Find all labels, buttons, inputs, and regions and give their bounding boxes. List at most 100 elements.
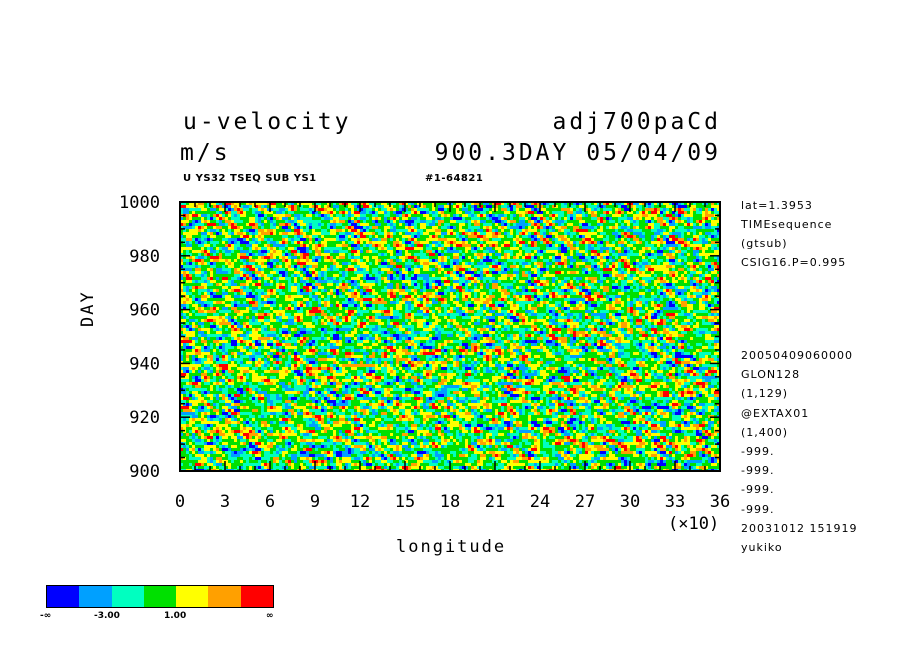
heatmap-cell <box>297 202 301 206</box>
heatmap-cell <box>699 235 703 239</box>
heatmap-cell <box>336 235 340 239</box>
heatmap-cell <box>321 220 325 224</box>
heatmap-cell <box>234 238 238 242</box>
heatmap-cell <box>654 244 658 248</box>
heatmap-cell <box>510 220 514 224</box>
heatmap-cell <box>492 247 496 251</box>
heatmap-cell <box>351 265 355 269</box>
heatmap-cell <box>396 205 400 209</box>
heatmap-cell <box>645 232 649 236</box>
heatmap-cell <box>240 226 244 230</box>
heatmap-cell <box>306 256 310 260</box>
heatmap-cell <box>696 256 700 260</box>
heatmap-cell <box>225 202 229 206</box>
heatmap-cell <box>492 235 496 239</box>
heatmap-cell <box>474 262 478 266</box>
heatmap-cell <box>663 256 667 260</box>
heatmap-cell <box>573 202 577 206</box>
heatmap-cell <box>432 247 436 251</box>
heatmap-cell <box>291 283 295 287</box>
heatmap-cell <box>549 280 553 284</box>
heatmap-cell <box>471 226 475 230</box>
heatmap-cell <box>417 268 421 272</box>
heatmap-cell <box>336 244 340 248</box>
heatmap-cell <box>540 202 544 206</box>
heatmap-cell <box>669 256 673 260</box>
heatmap-cell <box>219 202 223 206</box>
heatmap-cell <box>654 232 658 236</box>
heatmap-cell <box>489 205 493 209</box>
heatmap-cell <box>288 247 292 251</box>
heatmap-cell <box>351 220 355 224</box>
heatmap-cell <box>459 208 463 212</box>
heatmap-cell <box>549 262 553 266</box>
heatmap-cell <box>432 229 436 233</box>
heatmap-cell <box>702 211 706 215</box>
heatmap-cell <box>504 217 508 221</box>
heatmap-cell <box>186 265 190 269</box>
units-label: m/s <box>180 140 231 166</box>
heatmap-cell <box>474 205 478 209</box>
heatmap-cell <box>498 226 502 230</box>
heatmap-cell <box>396 271 400 275</box>
heatmap-cell <box>249 241 253 245</box>
heatmap-cell <box>189 217 193 221</box>
heatmap-cell <box>264 247 268 251</box>
heatmap-cell <box>417 250 421 254</box>
heatmap-cell <box>525 247 529 251</box>
heatmap-cell <box>366 271 370 275</box>
heatmap-cell <box>702 235 706 239</box>
heatmap-cell <box>264 232 268 236</box>
heatmap-cell <box>621 208 625 212</box>
heatmap-cell <box>318 238 322 242</box>
heatmap-cell <box>579 244 583 248</box>
heatmap-cell <box>216 214 220 218</box>
heatmap-cell <box>546 226 550 230</box>
heatmap-cell <box>342 220 346 224</box>
heatmap-cell <box>228 265 232 269</box>
heatmap-cell <box>405 265 409 269</box>
heatmap-cell <box>678 247 682 251</box>
heatmap-cell <box>642 256 646 260</box>
heatmap-cell <box>372 241 376 245</box>
heatmap-cell <box>483 214 487 218</box>
heatmap-cell <box>576 262 580 266</box>
heatmap-cell <box>405 262 409 266</box>
heatmap-cell <box>582 205 586 209</box>
heatmap-cell <box>669 241 673 245</box>
heatmap-cell <box>309 235 313 239</box>
heatmap-cell <box>708 271 712 275</box>
heatmap-cell <box>669 247 673 251</box>
heatmap-cell <box>225 280 229 284</box>
heatmap-cell <box>507 205 511 209</box>
heatmap-cell <box>516 226 520 230</box>
heatmap-cell <box>507 253 511 257</box>
heatmap-cell <box>369 253 373 257</box>
heatmap-cell <box>243 214 247 218</box>
heatmap-cell <box>630 253 634 257</box>
heatmap-cell <box>378 256 382 260</box>
heatmap-cell <box>393 238 397 242</box>
heatmap-cell <box>408 244 412 248</box>
heatmap-cell <box>516 259 520 263</box>
heatmap-cell <box>630 280 634 284</box>
heatmap-cell <box>654 277 658 281</box>
heatmap-cell <box>468 256 472 260</box>
heatmap-cell <box>516 271 520 275</box>
heatmap-cell <box>228 217 232 221</box>
heatmap-cell <box>339 226 343 230</box>
heatmap-cell <box>426 220 430 224</box>
heatmap-cell <box>507 229 511 233</box>
heatmap-cell <box>255 220 259 224</box>
heatmap-cell <box>204 277 208 281</box>
heatmap-cell <box>312 241 316 245</box>
heatmap-cell <box>540 217 544 221</box>
heatmap-cell <box>441 277 445 281</box>
heatmap-cell <box>651 238 655 242</box>
heatmap-cell <box>663 220 667 224</box>
heatmap-cell <box>285 277 289 281</box>
heatmap-cell <box>588 238 592 242</box>
heatmap-cell <box>603 220 607 224</box>
heatmap-cell <box>312 283 316 287</box>
heatmap-cell <box>468 265 472 269</box>
